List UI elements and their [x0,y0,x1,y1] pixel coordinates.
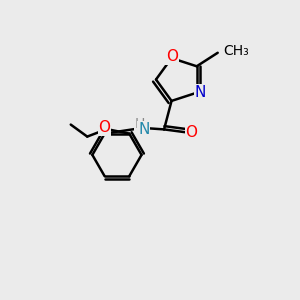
Text: H: H [135,117,145,131]
Text: O: O [166,49,178,64]
Text: N: N [138,122,150,137]
Text: O: O [185,125,197,140]
Text: CH₃: CH₃ [223,44,249,58]
Text: O: O [98,120,110,135]
Text: N: N [195,85,206,100]
